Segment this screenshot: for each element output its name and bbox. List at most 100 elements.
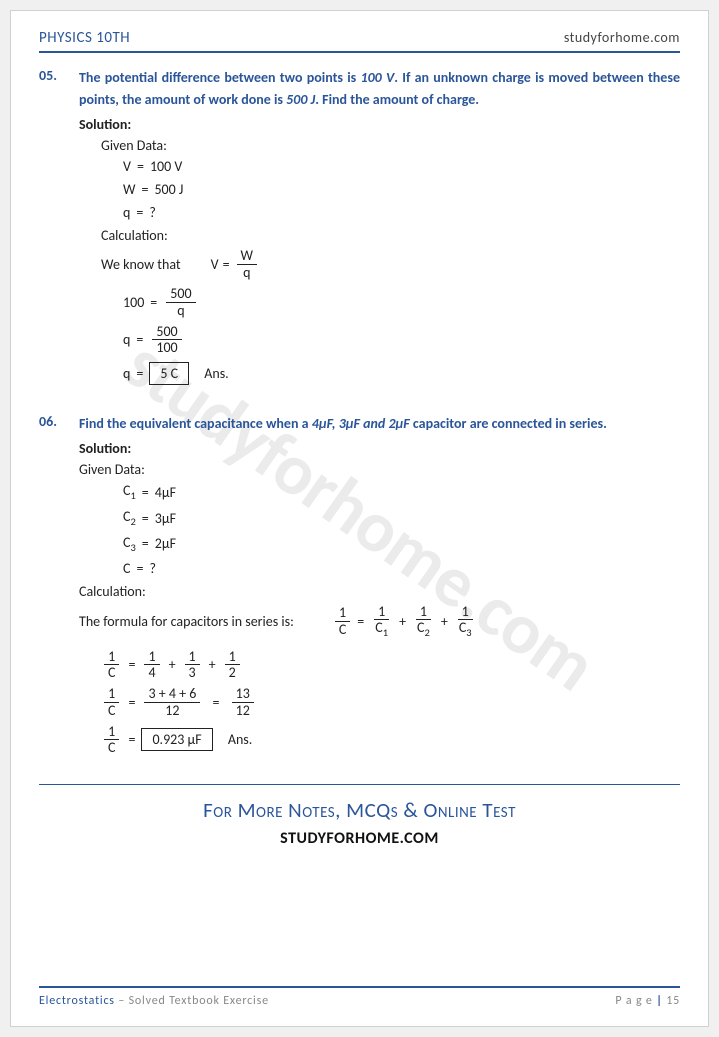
solution-block: Solution: Given Data: C1 = 4μF C2 = 3μF … — [79, 440, 680, 755]
q-emph: 100 V — [360, 69, 394, 86]
frac-num: 3 + 4 + 6 — [144, 686, 200, 702]
frac-num: 500 — [166, 286, 195, 302]
given-eq: C = ? — [123, 560, 680, 577]
fraction: 1C — [104, 724, 119, 756]
frac-den: 100 — [152, 340, 181, 355]
formula-eq: V = Wq — [211, 248, 260, 280]
eq-rhs: 500 J — [154, 181, 183, 198]
frac-num: 1 — [225, 649, 240, 665]
fraction: 1C1 — [371, 604, 392, 639]
problem-05: 05. The potential difference between two… — [39, 67, 680, 385]
solution-label: Solution: — [79, 440, 680, 457]
frac-den: 12 — [161, 703, 183, 718]
fraction: Wq — [237, 248, 257, 280]
problem-number: 06. — [39, 413, 65, 435]
frac-den: C2 — [413, 620, 434, 638]
know-text: We know that — [101, 256, 181, 273]
q-emph: 500 J — [286, 91, 315, 108]
frac-num: 1 — [104, 649, 119, 665]
fraction: 1312 — [232, 686, 254, 718]
fraction: 1C — [104, 686, 119, 718]
answer-line: q = 5 C Ans. — [123, 362, 680, 385]
frac-den: q — [173, 303, 188, 318]
fraction: 1C — [335, 605, 350, 637]
frac-den: q — [239, 265, 254, 280]
frac-den: C1 — [371, 620, 392, 638]
fraction: 13 — [185, 649, 200, 681]
eq-lhs: q — [123, 204, 130, 221]
frac-num: 13 — [232, 686, 254, 702]
question-text: The potential difference between two poi… — [79, 67, 680, 110]
q-part: capacitor are connected in series. — [410, 415, 607, 432]
q-emph: 4μF, 3μF and 2μF — [312, 415, 410, 432]
question-row: 06. Find the equivalent capacitance when… — [39, 413, 680, 435]
eq-rhs: ? — [149, 204, 156, 221]
fraction: 1C3 — [455, 604, 476, 639]
eq-lhs: q — [123, 331, 130, 348]
page-label: P a g e — [615, 994, 656, 1008]
eq-rhs: ? — [149, 560, 156, 577]
eq-rhs: 4μF — [155, 484, 176, 501]
q-part: The potential difference between two poi… — [79, 69, 360, 86]
page-footer: Electrostatics – Solved Textbook Exercis… — [39, 986, 680, 1008]
formula-line: We know that V = Wq — [101, 248, 680, 280]
fraction: 1C2 — [413, 604, 434, 639]
eq-lhs: V — [211, 256, 219, 273]
frac-num: 1 — [144, 649, 159, 665]
frac-num: 1 — [416, 604, 431, 620]
fraction: 500100 — [152, 324, 181, 356]
given-eq: W = 500 J — [123, 181, 680, 198]
eq-lhs: C3 — [123, 534, 136, 554]
frac-num: 1 — [104, 724, 119, 740]
eq-lhs: W — [123, 181, 135, 198]
frac-den: 4 — [144, 665, 159, 680]
frac-num: 1 — [185, 649, 200, 665]
eq-lhs: C1 — [123, 482, 136, 502]
given-eq: q = ? — [123, 204, 680, 221]
frac-num: 1 — [458, 604, 473, 620]
page-header: PHYSICS 10TH studyforhome.com — [39, 29, 680, 53]
more-url: STUDYFORHOME.COM — [39, 829, 680, 848]
boxed-answer: 0.923 μF — [141, 728, 212, 751]
header-right: studyforhome.com — [564, 29, 680, 46]
ans-suffix: Ans. — [204, 365, 228, 382]
frac-den: C — [335, 622, 350, 637]
page-sep: | — [656, 994, 666, 1008]
eq-rhs: 2μF — [155, 535, 176, 552]
calc-label: Calculation: — [79, 583, 680, 600]
given-eq: V = 100 V — [123, 158, 680, 175]
q-part: . Find the amount of charge. — [315, 91, 479, 108]
page: studyforhome.com PHYSICS 10TH studyforho… — [10, 10, 709, 1027]
problem-number: 05. — [39, 67, 65, 110]
boxed-answer: 5 C — [149, 362, 189, 385]
given-eq: C1 = 4μF — [123, 482, 680, 502]
formula-text: The formula for capacitors in series is: — [79, 613, 294, 630]
q-part: Find the equivalent capacitance when a — [79, 415, 312, 432]
given-label: Given Data: — [101, 137, 680, 154]
frac-den: C — [104, 703, 119, 718]
footer-subtitle: – Solved Textbook Exercise — [115, 994, 269, 1008]
question-text: Find the equivalent capacitance when a 4… — [79, 413, 607, 435]
frac-num: 1 — [374, 604, 389, 620]
page-number: 15 — [666, 994, 680, 1008]
footer-chapter: Electrostatics — [39, 994, 115, 1008]
question-row: 05. The potential difference between two… — [39, 67, 680, 110]
more-title: For More Notes, MCQs & Online Test — [39, 797, 680, 823]
frac-den: 2 — [225, 665, 240, 680]
frac-num: 1 — [104, 686, 119, 702]
frac-den: C — [104, 665, 119, 680]
eq-rhs: 100 V — [150, 158, 182, 175]
frac-den: C3 — [455, 620, 476, 638]
series-formula: 1C = 1C1 + 1C2 + 1C3 — [332, 604, 479, 639]
eq-lhs: 100 — [123, 294, 144, 311]
eq-lhs: V — [123, 158, 131, 175]
fraction: 12 — [225, 649, 240, 681]
frac-den: C — [104, 740, 119, 755]
frac-num: W — [237, 248, 257, 264]
eq-lhs: C — [123, 560, 130, 577]
step-eq: q = 500100 — [123, 324, 680, 356]
more-notes-banner: For More Notes, MCQs & Online Test STUDY… — [39, 784, 680, 848]
solution-label: Solution: — [79, 116, 680, 133]
frac-den: 12 — [232, 703, 254, 718]
step-eq: 1C = 14 + 13 + 12 — [101, 649, 680, 681]
